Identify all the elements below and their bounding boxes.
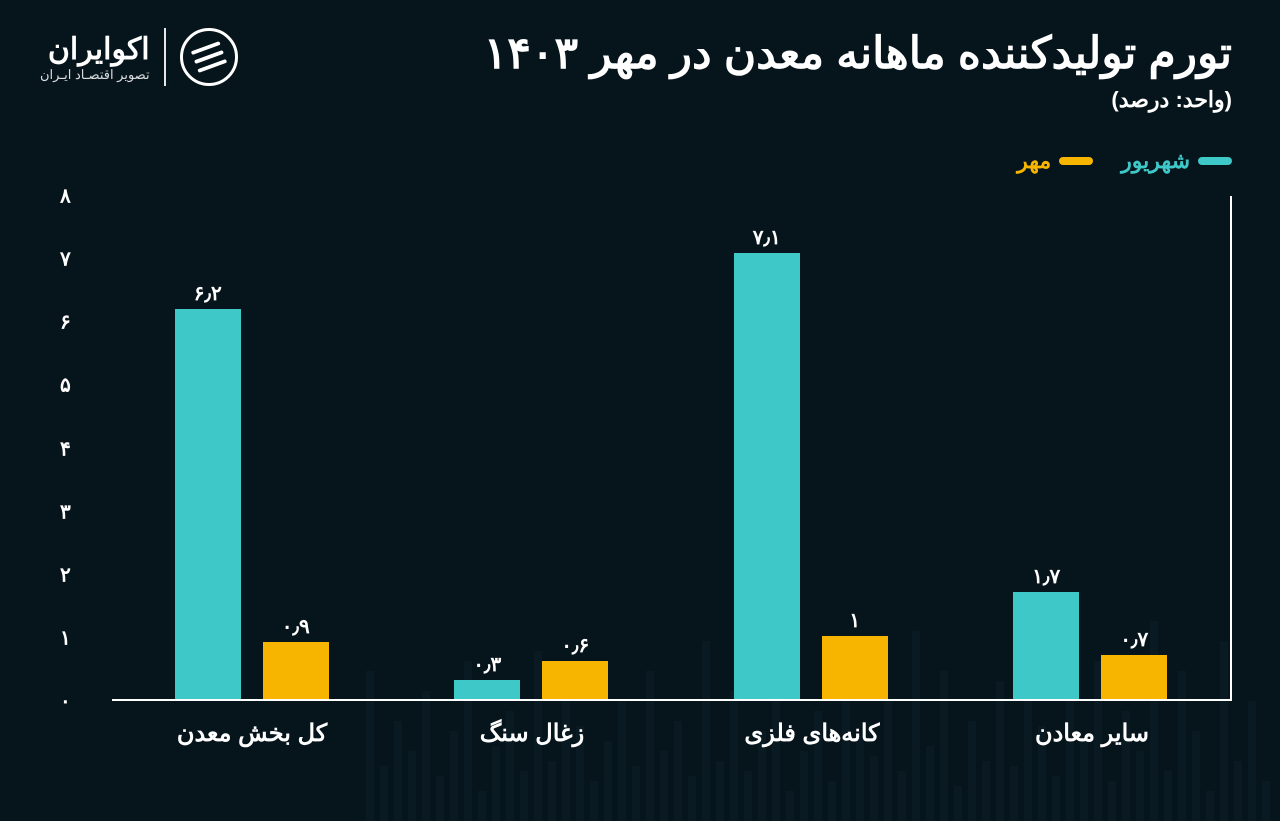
bar-value-label: ۱: [822, 608, 888, 633]
bar: ۱: [822, 636, 888, 699]
x-category-label: کل بخش معدن: [112, 701, 392, 761]
bar: ۷٫۱: [734, 253, 800, 699]
bar: ۰٫۶: [542, 661, 608, 699]
bar-value-label: ۰٫۳: [454, 652, 520, 677]
chart-subtitle: (واحد: درصد): [484, 87, 1232, 113]
chart-area: ۰۱۲۳۴۵۶۷۸ ۶٫۲۰٫۹۰٫۳۰٫۶۷٫۱۱۱٫۷۰٫۷ کل بخش …: [60, 196, 1232, 761]
bar-value-label: ۱٫۷: [1013, 564, 1079, 589]
legend-label: شهریور: [1121, 148, 1190, 174]
title-area: تورم تولیدکننده ماهانه معدن در مهر ۱۴۰۳ …: [484, 28, 1232, 113]
legend-label: مهر: [1017, 148, 1051, 174]
bar: ۰٫۳: [454, 680, 520, 699]
legend-swatch: [1198, 157, 1232, 165]
legend-swatch: [1059, 157, 1093, 165]
brand-name: اکوایران: [40, 32, 150, 67]
y-tick-label: ۰: [60, 689, 100, 714]
bar-value-label: ۰٫۷: [1101, 627, 1167, 652]
bar-value-label: ۰٫۶: [542, 633, 608, 658]
bar-value-label: ۷٫۱: [734, 225, 800, 250]
bar-group: ۷٫۱ ۱: [671, 196, 951, 699]
bar: ۰٫۷: [1101, 655, 1167, 699]
brand-logo-block: اکوایران تصویر اقتصـاد ایـران: [40, 28, 238, 86]
y-tick-label: ۳: [60, 499, 100, 524]
y-tick-label: ۲: [60, 562, 100, 587]
y-tick-label: ۷: [60, 247, 100, 272]
logo-divider: [164, 28, 166, 86]
y-tick-label: ۶: [60, 310, 100, 335]
bar: ۱٫۷: [1013, 592, 1079, 699]
chart-title: تورم تولیدکننده ماهانه معدن در مهر ۱۴۰۳: [484, 28, 1232, 79]
legend-item: مهر: [1017, 148, 1093, 174]
y-tick-label: ۸: [60, 184, 100, 209]
y-tick-label: ۴: [60, 436, 100, 461]
y-tick-label: ۱: [60, 625, 100, 650]
y-tick-label: ۵: [60, 373, 100, 398]
x-category-label: زغال سنگ: [392, 701, 672, 761]
legend-item: شهریور: [1121, 148, 1232, 174]
chart-legend: شهریور مهر: [1017, 148, 1232, 174]
x-category-label: کانه‌های فلزی: [672, 701, 952, 761]
brand-tagline: تصویر اقتصـاد ایـران: [40, 67, 150, 83]
plot-area: ۶٫۲ ۰٫۹ ۰٫۳ ۰٫۶ ۷٫۱ ۱ ۱٫۷ ۰٫۷: [112, 196, 1232, 701]
bar: ۶٫۲: [175, 309, 241, 699]
bar-value-label: ۰٫۹: [263, 614, 329, 639]
bar-groups: ۶٫۲ ۰٫۹ ۰٫۳ ۰٫۶ ۷٫۱ ۱ ۱٫۷ ۰٫۷: [112, 196, 1230, 699]
bar-group: ۱٫۷ ۰٫۷: [951, 196, 1231, 699]
bar-value-label: ۶٫۲: [175, 281, 241, 306]
x-axis-labels: کل بخش معدنزغال سنگکانه‌های فلزیسایر معا…: [112, 701, 1232, 761]
x-category-label: سایر معادن: [952, 701, 1232, 761]
bar-group: ۰٫۳ ۰٫۶: [392, 196, 672, 699]
bar: ۰٫۹: [263, 642, 329, 699]
y-axis: ۰۱۲۳۴۵۶۷۸: [60, 196, 100, 701]
bar-group: ۶٫۲ ۰٫۹: [112, 196, 392, 699]
brand-emblem-icon: [180, 28, 238, 86]
